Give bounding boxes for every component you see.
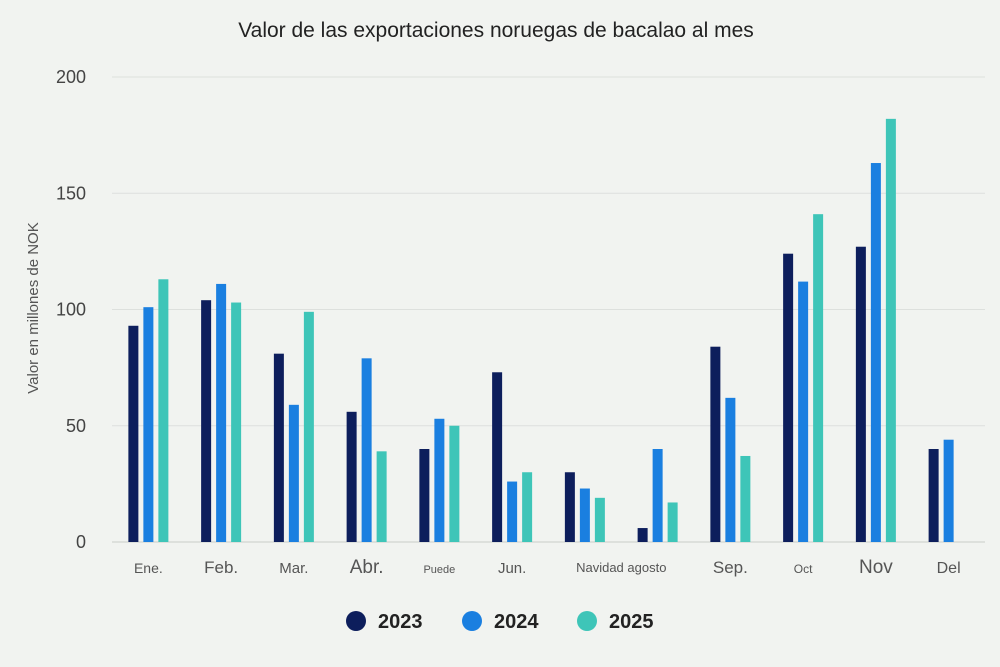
bar-2023-6 xyxy=(564,472,575,542)
x-tick-label: Ene. xyxy=(134,560,163,576)
x-tick-label: Oct xyxy=(794,562,813,576)
bar-2025-6 xyxy=(594,497,605,542)
bar-2025-9 xyxy=(813,214,824,543)
bar-2023-4 xyxy=(419,449,430,542)
x-tick-label: Mar. xyxy=(279,560,308,577)
x-axis-ticks: Ene. Feb. Mar. Abr. Puede Jun. Navidad agosto S… xyxy=(134,557,961,578)
legend-label-2024: 2024 xyxy=(494,611,539,633)
bar-2025-10 xyxy=(885,118,896,542)
y-tick-label: 50 xyxy=(66,416,86,436)
legend-swatch-2024 xyxy=(462,611,482,631)
bar-2024-5 xyxy=(507,481,518,542)
bar-2025-7 xyxy=(667,502,678,542)
bar-2024-1 xyxy=(216,283,227,542)
x-tick-label: Jun. xyxy=(498,560,526,577)
bar-2025-4 xyxy=(449,425,460,542)
bar-2024-9 xyxy=(798,281,809,542)
x-tick-label: Sep. xyxy=(713,558,748,577)
gridlines xyxy=(112,76,985,543)
y-axis-ticks: 0 50 100 150 200 xyxy=(56,67,86,552)
bar-2025-5 xyxy=(522,472,533,542)
bar-2024-4 xyxy=(434,418,445,542)
bar-2024-2 xyxy=(288,404,299,542)
bar-2023-7 xyxy=(637,528,648,542)
x-tick-label: Feb. xyxy=(204,558,238,577)
bar-2023-10 xyxy=(855,246,866,542)
bar-2024-3 xyxy=(361,358,372,542)
bar-2024-8 xyxy=(725,397,736,542)
y-axis-label: Valor en millones de NOK xyxy=(25,222,42,393)
legend-label-2025: 2025 xyxy=(609,611,654,633)
bar-2025-0 xyxy=(158,279,169,542)
legend: 2023 2024 2025 xyxy=(346,611,654,633)
bar-2023-3 xyxy=(346,411,357,542)
x-tick-label: Del xyxy=(937,560,961,577)
bar-2024-10 xyxy=(870,163,881,542)
bar-2024-6 xyxy=(579,488,590,542)
bar-2024-0 xyxy=(143,307,154,542)
x-tick-label: Navidad agosto xyxy=(576,560,666,575)
bars xyxy=(128,118,954,543)
x-tick-label: Nov xyxy=(859,557,893,578)
bar-2023-2 xyxy=(273,353,284,542)
chart-title: Valor de las exportaciones noruegas de b… xyxy=(238,19,754,42)
bar-2025-3 xyxy=(376,451,387,542)
y-tick-label: 150 xyxy=(56,183,86,203)
bar-2024-7 xyxy=(652,449,663,542)
bar-2025-1 xyxy=(231,302,242,542)
legend-swatch-2023 xyxy=(346,611,366,631)
y-tick-label: 100 xyxy=(56,300,86,320)
y-tick-label: 0 xyxy=(76,532,86,552)
bar-2024-11 xyxy=(943,439,954,542)
y-tick-label: 200 xyxy=(56,67,86,87)
x-tick-label: Abr. xyxy=(350,557,384,578)
bar-2025-8 xyxy=(740,455,751,542)
bar-2023-5 xyxy=(492,372,503,542)
bar-2023-11 xyxy=(928,449,939,542)
bar-2023-1 xyxy=(201,300,212,542)
bar-2023-0 xyxy=(128,325,139,542)
bar-2023-8 xyxy=(710,346,721,542)
bar-2025-2 xyxy=(303,311,314,542)
legend-label-2023: 2023 xyxy=(378,611,423,633)
bar-2023-9 xyxy=(783,253,794,542)
legend-swatch-2025 xyxy=(577,611,597,631)
x-tick-label: Puede xyxy=(423,564,455,576)
